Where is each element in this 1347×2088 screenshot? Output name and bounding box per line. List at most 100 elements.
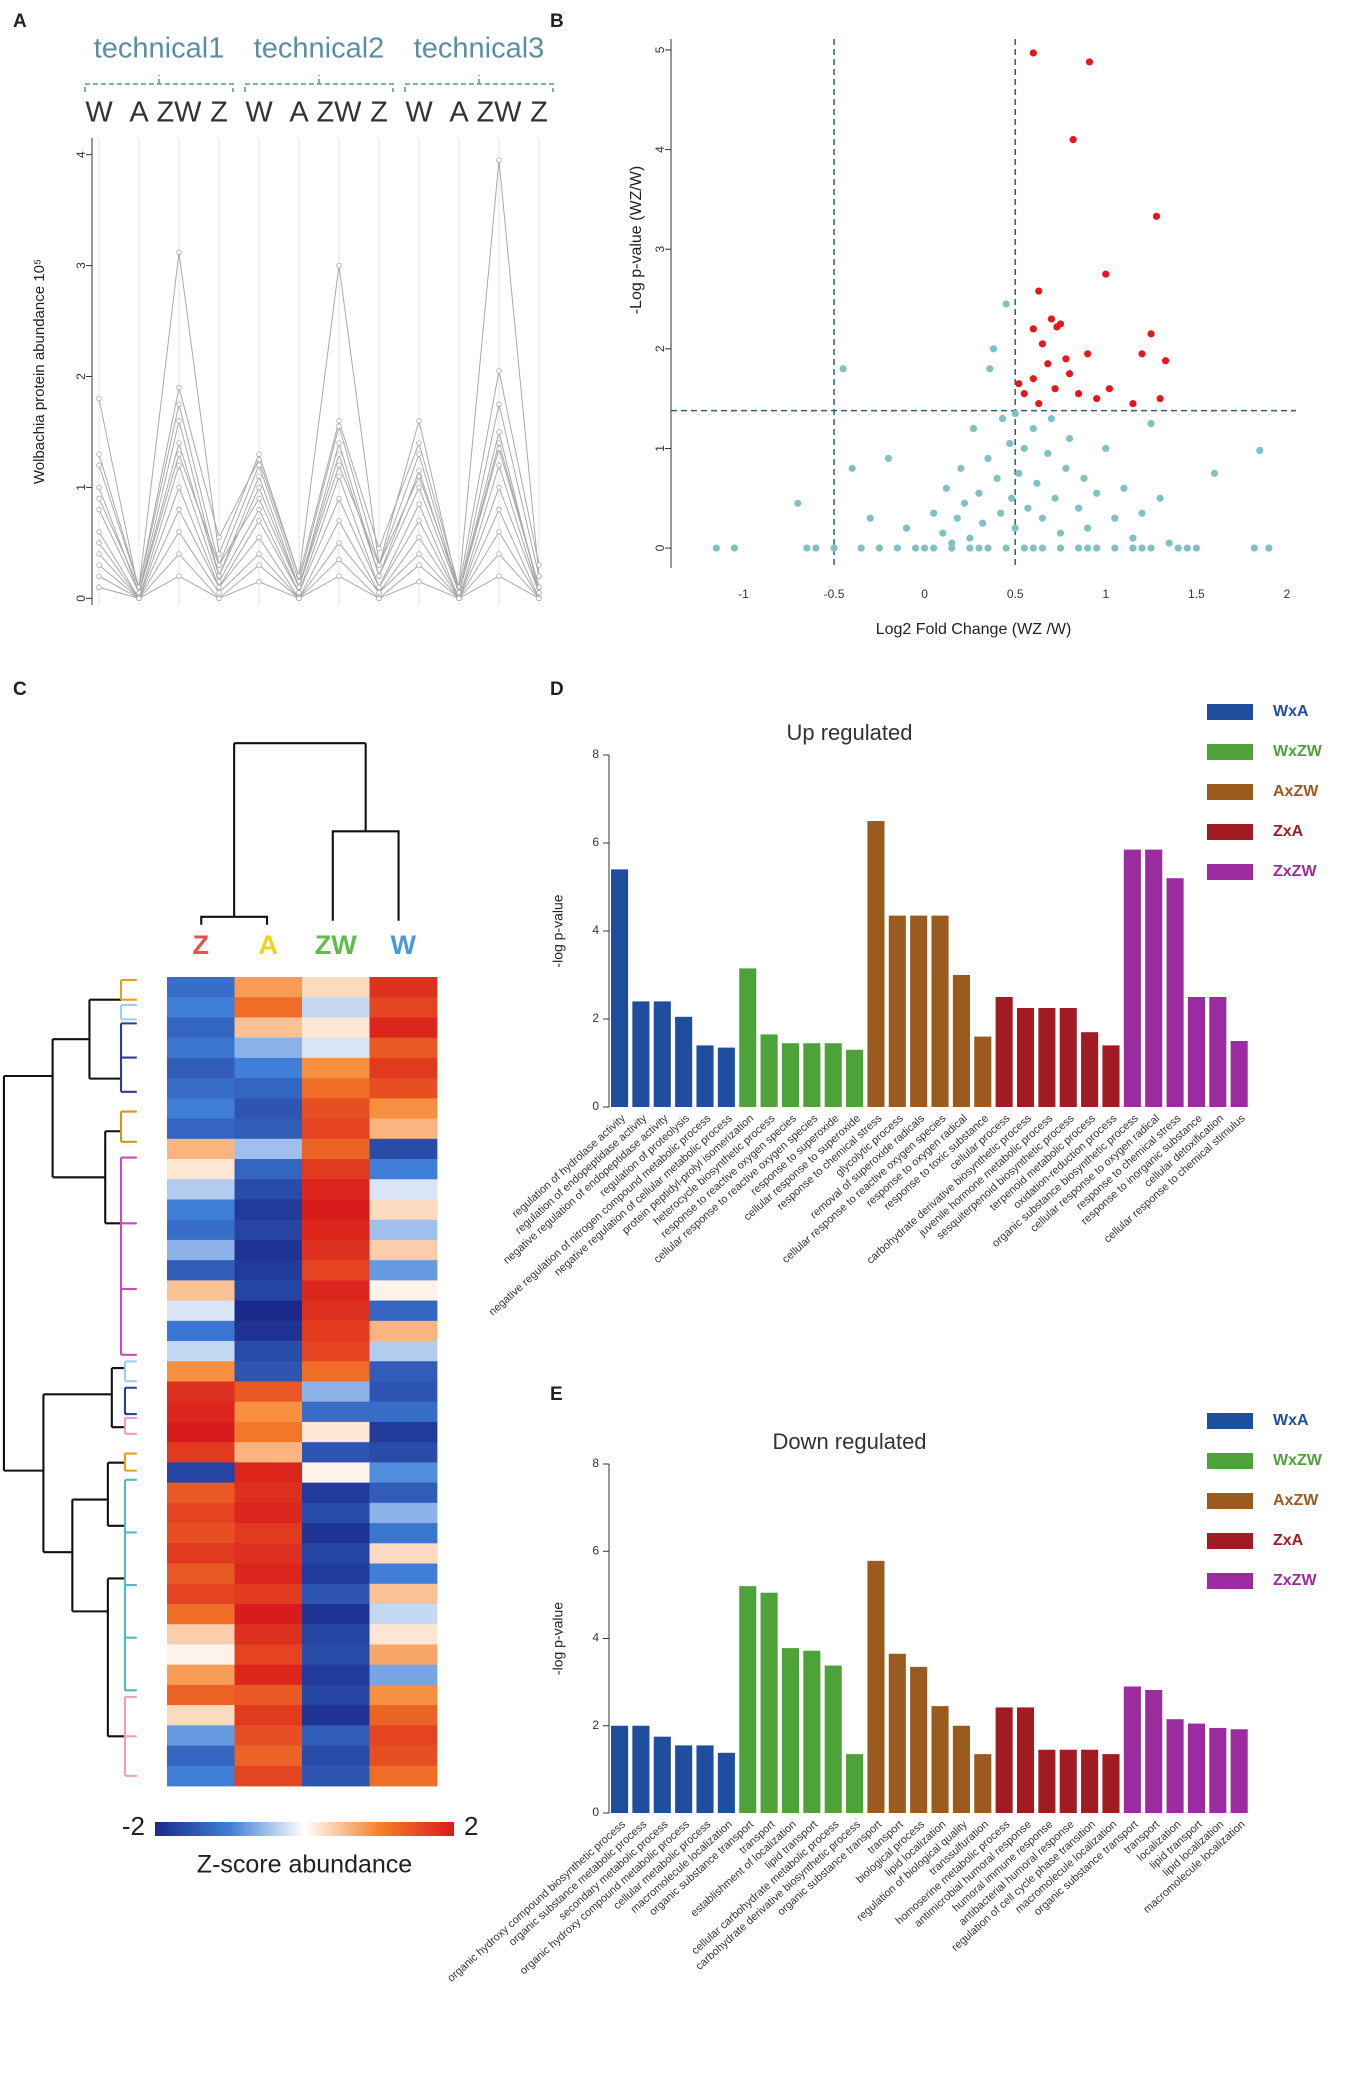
heatmap-cell (369, 1017, 438, 1039)
data-point (1084, 350, 1092, 358)
heatmap-cell (167, 1523, 235, 1544)
y-tick-label: 0 (592, 1805, 599, 1819)
series-line (98, 441, 540, 595)
data-point (948, 539, 956, 547)
y-tick-label: 8 (592, 747, 599, 761)
x-tick-label: A (289, 97, 309, 129)
heatmap-cell (302, 1300, 370, 1322)
data-point (1210, 469, 1219, 477)
bar (611, 869, 629, 1107)
data-point (1029, 424, 1037, 433)
data-point (1075, 390, 1083, 398)
data-point (256, 551, 262, 557)
heatmap-cell (167, 1098, 235, 1119)
data-point (176, 506, 182, 513)
data-point (1044, 360, 1052, 368)
legend-swatch (1207, 704, 1253, 720)
bar (1016, 1707, 1035, 1813)
bar (995, 1707, 1013, 1813)
heatmap-cell (167, 1421, 235, 1443)
colorbar (155, 1822, 454, 1836)
data-point (496, 401, 502, 407)
heatmap-cell (234, 1684, 303, 1706)
data-point (911, 544, 920, 552)
data-point (1006, 439, 1014, 448)
data-point (1084, 544, 1092, 552)
chart-title: Up regulated (787, 720, 913, 745)
bar (739, 968, 757, 1107)
y-axis-label: -log p-value (550, 894, 566, 967)
colorbar-label: Z-score abundance (197, 1851, 412, 1879)
data-point (176, 573, 182, 579)
heatmap-cell (302, 1765, 370, 1787)
data-point (1065, 434, 1074, 443)
data-point (256, 462, 262, 468)
data-point (1056, 529, 1065, 537)
bar (1102, 1754, 1120, 1813)
data-point (496, 157, 502, 163)
y-tick-label: 0 (653, 544, 667, 551)
heatmap-cell (234, 1603, 303, 1625)
data-point (416, 501, 422, 507)
column-label: W (391, 930, 417, 960)
data-point (216, 562, 222, 568)
bar (1123, 1686, 1141, 1813)
data-point (1035, 287, 1043, 295)
heatmap-cell (234, 1037, 303, 1059)
data-point (1192, 544, 1200, 552)
x-axis-label: Log2 Fold Change (WZ /W) (876, 621, 1072, 638)
data-point (176, 401, 182, 407)
heatmap-cell (369, 1219, 438, 1241)
data-point (1075, 504, 1083, 512)
data-point (957, 464, 965, 472)
data-point (1138, 509, 1146, 517)
heatmap-cell (167, 1219, 235, 1241)
heatmap-cell (234, 1543, 303, 1564)
heatmap-cell (302, 1684, 370, 1706)
data-point (96, 584, 102, 590)
heatmap-cell (234, 1664, 303, 1686)
bar (632, 1001, 650, 1107)
heatmap-cell (234, 1624, 303, 1645)
data-point (1065, 370, 1074, 378)
data-point (536, 573, 542, 579)
data-point (1051, 385, 1059, 393)
data-point (336, 462, 342, 468)
heatmap-cell (369, 1381, 438, 1403)
heatmap-cell (234, 1563, 303, 1585)
data-point (712, 544, 720, 552)
legend-label: ZxA (1273, 1532, 1304, 1549)
data-point (496, 529, 502, 535)
data-point (1035, 400, 1043, 408)
legend-swatch (1207, 1493, 1253, 1509)
data-point (978, 519, 987, 527)
heatmap-cell (369, 1159, 438, 1180)
data-point (376, 562, 382, 568)
heatmap-cell (369, 1320, 438, 1342)
x-tick-label: A (129, 97, 149, 129)
heatmap-cell (369, 1199, 438, 1221)
legend-label: WxZW (1273, 743, 1323, 760)
heatmap-cell (234, 1361, 303, 1382)
x-tick-label: ZW (156, 97, 202, 129)
heatmap-cell (369, 1502, 438, 1524)
bar (1059, 1008, 1077, 1107)
y-tick-label: 2 (653, 345, 667, 352)
panel-label: C (13, 679, 27, 700)
data-point (376, 545, 382, 552)
data-point (136, 595, 142, 602)
bar (696, 1045, 714, 1107)
data-point (496, 445, 502, 452)
data-point (1156, 395, 1164, 403)
heatmap-cell (234, 1705, 303, 1726)
heatmap-cell (167, 1280, 235, 1301)
heatmap-cell (302, 1179, 370, 1200)
bar (1166, 878, 1184, 1107)
data-point (948, 544, 956, 552)
bar (696, 1745, 714, 1813)
data-point (1033, 479, 1041, 487)
heatmap-cell (234, 1502, 303, 1524)
legend-label: AxZW (1273, 1492, 1319, 1509)
data-point (1174, 544, 1182, 552)
heatmap-cell (167, 1684, 235, 1706)
